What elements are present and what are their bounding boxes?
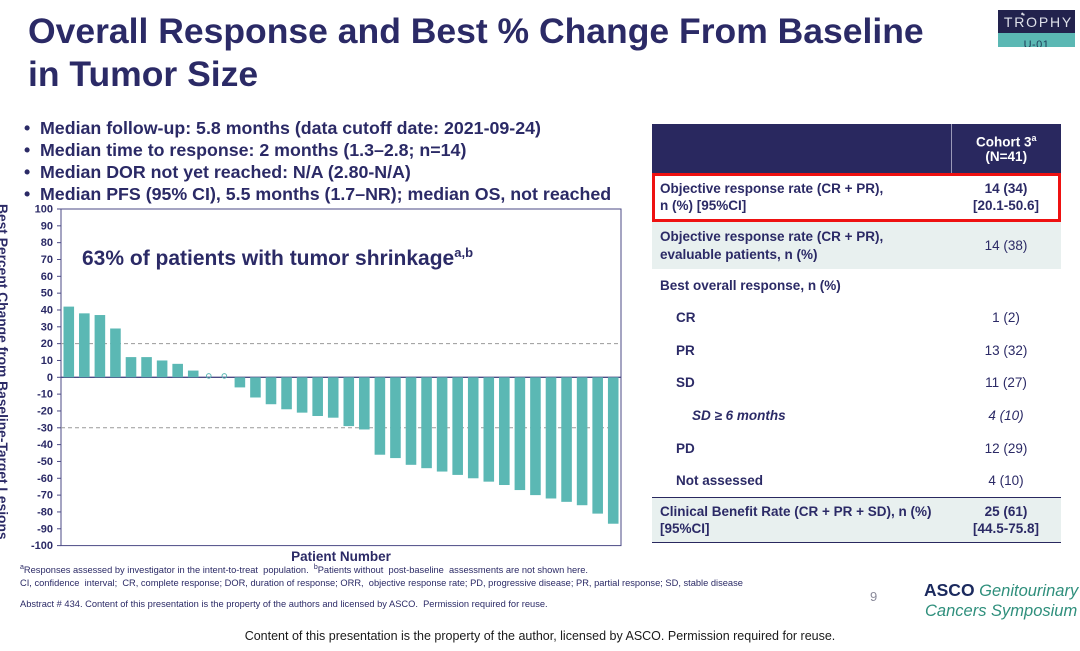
svg-text:-100: -100 xyxy=(31,540,53,552)
svg-text:-90: -90 xyxy=(37,523,53,535)
svg-text:-50: -50 xyxy=(37,456,53,468)
svg-text:20: 20 xyxy=(41,338,53,350)
svg-text:-20: -20 xyxy=(37,405,53,417)
svg-text:70: 70 xyxy=(41,254,53,266)
svg-text:10: 10 xyxy=(41,355,53,367)
svg-text:0: 0 xyxy=(47,372,53,384)
svg-text:100: 100 xyxy=(35,204,53,216)
svg-text:-30: -30 xyxy=(37,422,53,434)
svg-text:60: 60 xyxy=(41,271,53,283)
svg-text:30: 30 xyxy=(41,321,53,333)
svg-text:-10: -10 xyxy=(37,389,53,401)
svg-text:-60: -60 xyxy=(37,473,53,485)
svg-text:-40: -40 xyxy=(37,439,53,451)
svg-text:80: 80 xyxy=(41,237,53,249)
svg-text:-80: -80 xyxy=(37,506,53,518)
svg-text:-70: -70 xyxy=(37,490,53,502)
svg-text:90: 90 xyxy=(41,220,53,232)
svg-text:50: 50 xyxy=(41,288,53,300)
svg-text:40: 40 xyxy=(41,304,53,316)
